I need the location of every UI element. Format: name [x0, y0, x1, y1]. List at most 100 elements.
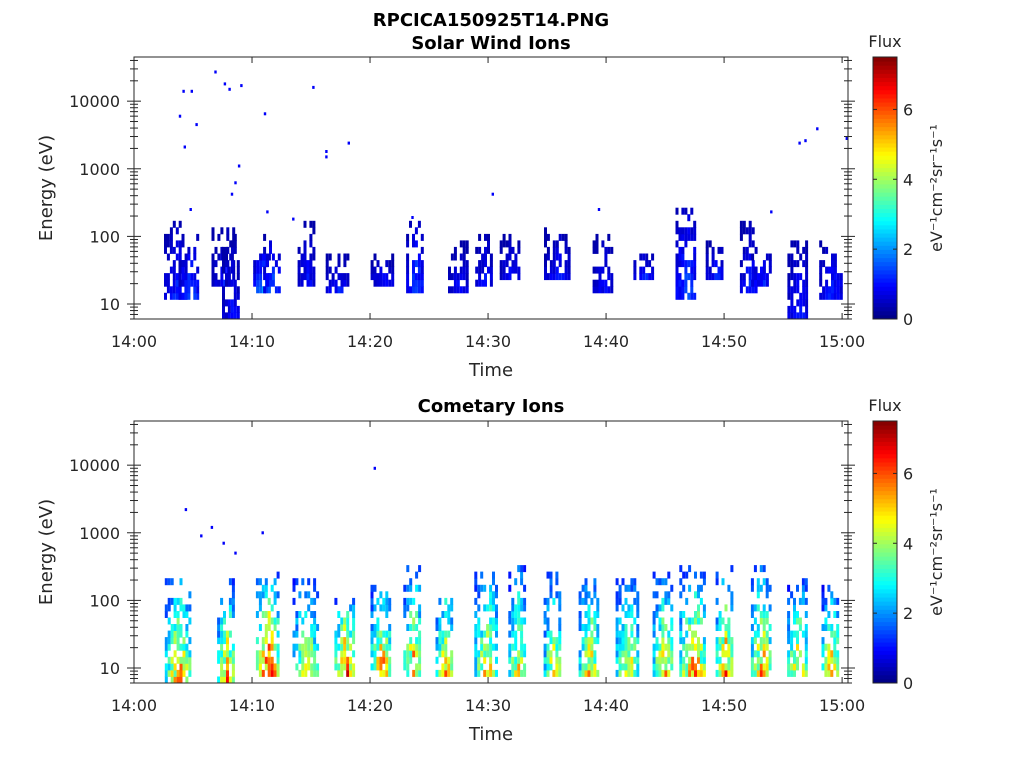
heatmap-cell [564, 240, 568, 248]
heatmap-cell [164, 650, 168, 658]
heatmap-cell [615, 597, 619, 605]
heatmap-cell [765, 591, 769, 599]
heatmap-cell [258, 669, 262, 677]
heatmap-cell [546, 246, 550, 254]
heatmap-cell [584, 597, 588, 605]
heatmap-cell [552, 273, 556, 281]
heatmap-cell [418, 643, 422, 651]
heatmap-cell [340, 650, 344, 658]
colorbar-segment [873, 253, 897, 259]
heatmap-cell [558, 656, 562, 664]
heatmap-cell [418, 637, 422, 645]
heatmap-cell [699, 584, 703, 592]
heatmap-cell [450, 597, 454, 605]
heatmap-cell [447, 630, 451, 638]
colorbar-segment [873, 531, 897, 537]
heatmap-cell [409, 220, 412, 228]
heatmap-cell [185, 611, 189, 618]
heatmap-cell [721, 643, 725, 651]
heatmap-cell [578, 597, 582, 605]
heatmap-cell [220, 227, 224, 235]
heatmap-cell [229, 240, 233, 248]
heatmap-cell [836, 637, 840, 645]
heatmap-cell [796, 617, 799, 625]
heatmap-cell [226, 233, 230, 241]
heatmap-cell [822, 292, 826, 300]
heatmap-cell [276, 630, 280, 638]
heatmap-cell [376, 260, 380, 268]
heatmap-cell [415, 584, 419, 592]
heatmap-cell [564, 233, 568, 241]
heatmap-cell [514, 253, 518, 261]
heatmap-cell [313, 611, 317, 618]
heatmap-cell [270, 656, 274, 664]
heatmap-cell [173, 597, 177, 605]
colorbar-segment [873, 212, 897, 218]
heatmap-cell [828, 292, 831, 300]
heatmap-cell [549, 650, 553, 658]
heatmap-cell [652, 617, 656, 625]
heatmap-cell [750, 637, 754, 645]
heatmap-cell [303, 220, 307, 228]
heatmap-cell [793, 260, 797, 268]
heatmap-cell [699, 663, 703, 671]
heatmap-cell [184, 286, 188, 294]
heatmap-cell [821, 643, 825, 651]
heatmap-cell [543, 611, 547, 618]
heatmap-cell [682, 669, 686, 677]
heatmap-cell [799, 273, 803, 281]
heatmap-cell [618, 630, 622, 638]
scatter-count [798, 141, 801, 145]
heatmap-cell [651, 266, 655, 274]
heatmap-cell [691, 663, 695, 671]
heatmap-cell [233, 279, 237, 287]
heatmap-cell [480, 630, 484, 638]
heatmap-cell [343, 624, 347, 631]
heatmap-cell [682, 656, 686, 664]
heatmap-cell [630, 578, 634, 586]
heatmap-cell [691, 656, 695, 664]
heatmap-cell [495, 656, 498, 664]
colorbar-segment [873, 633, 897, 639]
heatmap-cell [833, 266, 837, 274]
heatmap-cell [346, 253, 350, 261]
heatmap-cell [178, 246, 182, 254]
heatmap-cell [511, 663, 515, 671]
heatmap-cell [385, 611, 389, 618]
colorbar-segment [873, 552, 897, 557]
heatmap-cell [181, 240, 185, 248]
heatmap-cell [833, 597, 837, 605]
heatmap-cell [173, 604, 177, 612]
heatmap-cell [373, 584, 377, 592]
heatmap-cell [661, 604, 665, 612]
heatmap-cell [621, 643, 625, 651]
heatmap-cell [508, 273, 512, 281]
heatmap-cell [610, 279, 614, 287]
heatmap-cell [414, 260, 418, 268]
heatmap-cell [790, 305, 794, 313]
heatmap-cell [256, 273, 260, 281]
heatmap-cell [418, 617, 422, 625]
heatmap-cell [833, 611, 837, 618]
heatmap-cell [830, 669, 834, 677]
heatmap-cell [739, 260, 743, 268]
heatmap-cell [480, 571, 484, 579]
heatmap-cell [739, 273, 743, 281]
heatmap-cell [391, 273, 395, 281]
cometary-x-ticks: 14:00 14:10 14:20 14:30 14:40 14:50 15:00 [111, 421, 865, 715]
heatmap-cell [297, 246, 301, 254]
heatmap-cell [489, 637, 493, 645]
heatmap-cell [664, 597, 668, 605]
heatmap-cell [502, 266, 506, 274]
x-tick-label: 14:40 [583, 696, 629, 715]
heatmap-cell [670, 643, 674, 651]
heatmap-cell [727, 637, 731, 645]
heatmap-cell [754, 273, 758, 281]
heatmap-cell [679, 650, 683, 658]
heatmap-cell [596, 597, 600, 605]
heatmap-cell [658, 650, 662, 658]
heatmap-cell [730, 643, 734, 651]
heatmap-cell [418, 604, 422, 612]
heatmap-cell [486, 630, 490, 638]
